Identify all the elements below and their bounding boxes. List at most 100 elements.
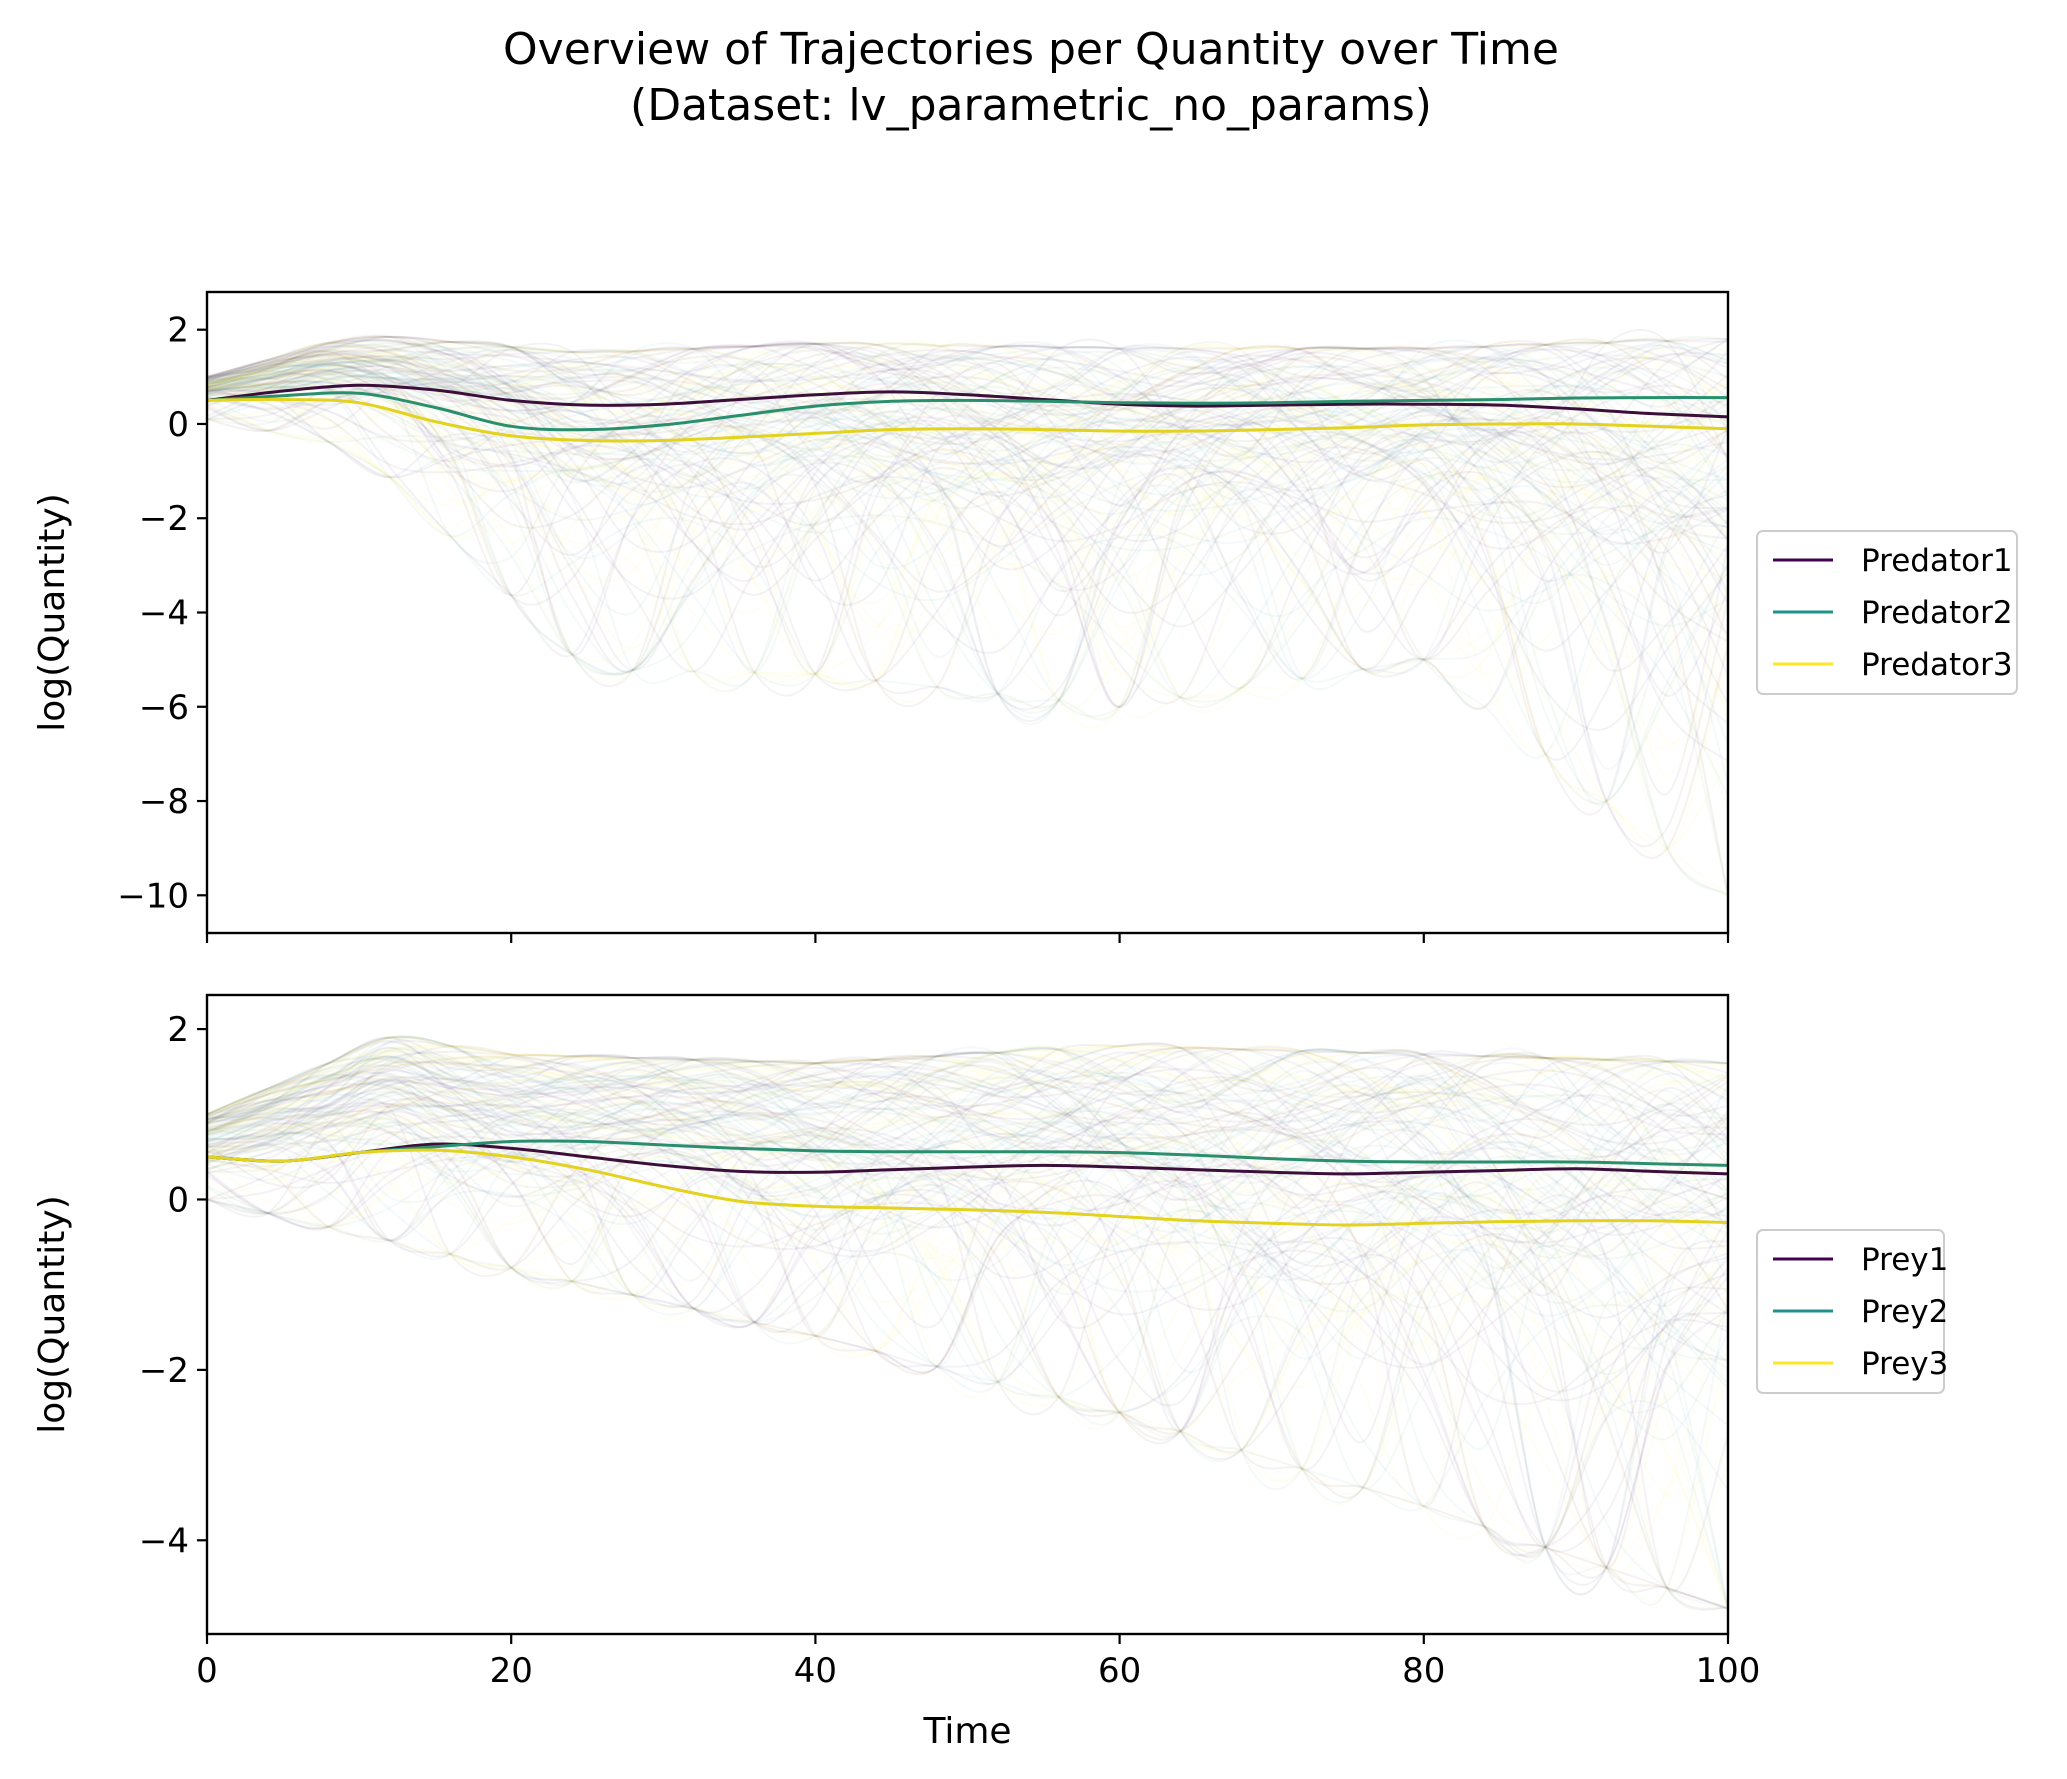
background-trajectory — [207, 1087, 1728, 1230]
background-trajectory — [207, 353, 1728, 412]
background-trajectory — [207, 1077, 1728, 1217]
background-trajectory — [207, 338, 1728, 394]
background-trajectory — [207, 1035, 1728, 1123]
background-trajectory — [207, 339, 1728, 517]
y-tick-label: −6 — [139, 688, 189, 728]
background-trajectory — [207, 1055, 1728, 1153]
background-trajectory — [207, 1121, 1728, 1561]
background-trajectory — [207, 384, 1728, 523]
background-trajectory — [207, 1103, 1728, 1569]
background-trajectory — [207, 397, 1728, 896]
background-trajectory — [207, 335, 1728, 380]
background-trajectory — [207, 1045, 1728, 1149]
background-trajectory — [207, 1057, 1728, 1234]
background-trajectory — [207, 1078, 1728, 1307]
x-tick-label: 60 — [1098, 1651, 1141, 1691]
background-trajectory — [207, 370, 1728, 805]
background-trajectory — [207, 1135, 1728, 1559]
series-line-prey2 — [207, 1139, 1728, 1167]
background-trajectory — [207, 1048, 1728, 1270]
series-line-predator2 — [207, 391, 1728, 432]
series-line-prey3 — [207, 1148, 1728, 1227]
background-trajectory — [207, 1159, 1728, 1609]
plot-area — [207, 328, 1728, 897]
background-trajectory — [207, 1131, 1728, 1610]
background-trajectory — [207, 1101, 1728, 1244]
background-trajectory — [207, 368, 1728, 593]
background-trajectory — [207, 397, 1728, 811]
legend-label-prey1: Prey1 — [1861, 1242, 1948, 1278]
background-trajectory — [207, 1060, 1728, 1192]
background-trajectory — [207, 363, 1728, 697]
background-trajectory — [207, 380, 1728, 604]
y-tick-label: 2 — [167, 1010, 189, 1050]
background-trajectory — [207, 355, 1728, 524]
background-trajectory — [207, 328, 1728, 464]
background-trajectory — [207, 338, 1728, 459]
background-trajectory — [207, 1116, 1728, 1309]
background-trajectory — [207, 1073, 1728, 1307]
background-trajectory — [207, 383, 1728, 749]
background-trajectory — [207, 1077, 1728, 1234]
background-trajectory — [207, 349, 1728, 401]
background-trajectory — [207, 384, 1728, 770]
background-trajectory — [207, 1112, 1728, 1361]
background-trajectory — [207, 1116, 1728, 1346]
background-trajectory — [207, 338, 1728, 435]
background-trajectory — [207, 1035, 1728, 1125]
background-trajectory — [207, 395, 1728, 692]
background-trajectory — [207, 377, 1728, 659]
background-trajectory — [207, 363, 1728, 501]
background-trajectory — [207, 1056, 1728, 1129]
background-trajectory — [207, 1065, 1728, 1178]
background-trajectory — [207, 349, 1728, 497]
background-trajectory — [207, 384, 1728, 784]
background-trajectory — [207, 372, 1728, 536]
background-trajectory — [207, 339, 1728, 428]
background-trajectory — [207, 358, 1728, 490]
background-trajectory — [207, 1144, 1728, 1609]
y-tick-label: 0 — [167, 1180, 189, 1220]
background-trajectory — [207, 1155, 1728, 1406]
background-trajectory — [207, 1052, 1728, 1142]
background-trajectory — [207, 1036, 1728, 1125]
background-trajectory — [207, 1039, 1728, 1127]
background-trajectory — [207, 335, 1728, 397]
background-trajectory — [207, 359, 1728, 508]
background-trajectory — [207, 334, 1728, 417]
background-trajectory — [207, 396, 1728, 850]
background-trajectory — [207, 380, 1728, 512]
background-trajectory — [207, 1110, 1728, 1596]
background-trajectory — [207, 339, 1728, 422]
background-trajectory — [207, 1102, 1728, 1401]
background-trajectory — [207, 1083, 1728, 1251]
background-trajectory — [207, 400, 1728, 756]
background-trajectory — [207, 1045, 1728, 1132]
background-trajectory — [207, 376, 1728, 573]
background-trajectory — [207, 1101, 1728, 1390]
background-trajectory — [207, 1079, 1728, 1350]
background-trajectory — [207, 353, 1728, 446]
background-trajectory — [207, 1092, 1728, 1290]
axes-frame — [205, 993, 1730, 1636]
background-trajectory — [207, 403, 1728, 897]
legend: Prey1 Prey2 Prey3 — [1756, 1229, 1948, 1394]
background-trajectory — [207, 342, 1728, 457]
background-trajectory — [207, 1055, 1728, 1244]
background-trajectory — [207, 1077, 1728, 1356]
y-tick-label: 2 — [167, 311, 189, 351]
background-trajectory — [207, 343, 1728, 444]
background-trajectory — [207, 1046, 1728, 1146]
background-trajectory — [207, 358, 1728, 482]
background-trajectory — [207, 1158, 1728, 1610]
background-trajectory — [207, 377, 1728, 520]
x-tick-label: 100 — [1696, 1651, 1761, 1691]
legend-label-predator1: Predator1 — [1861, 543, 2013, 579]
background-trajectory — [207, 1047, 1728, 1120]
background-trajectory — [207, 357, 1728, 461]
background-trajectory — [207, 365, 1728, 763]
background-trajectory — [207, 351, 1728, 515]
background-trajectory — [207, 391, 1728, 731]
chart-title-line1: Overview of Trajectories per Quantity ov… — [503, 24, 1559, 75]
background-trajectory — [207, 1034, 1728, 1131]
